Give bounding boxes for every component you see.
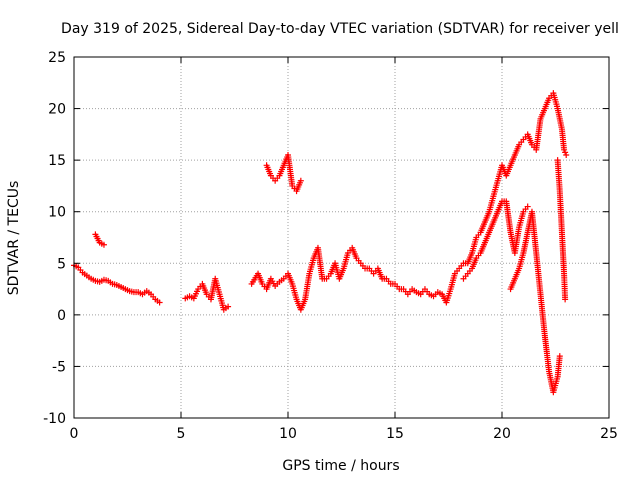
y-tick-label: 15 [48,153,66,169]
x-tick-label: 10 [279,426,297,442]
y-tick-label: 0 [57,308,66,324]
axis-ticks [73,56,610,419]
data-point [563,151,570,158]
data-point [524,203,531,210]
y-tick-label: 10 [48,205,66,221]
data-point [100,241,107,248]
data-point [297,177,304,184]
x-tick-label: 5 [177,426,186,442]
y-tick-label: 20 [48,102,66,118]
x-axis-label: GPS time / hours [282,458,399,474]
y-axis-label: SDTVAR / TECUs [6,181,22,296]
plot-frame [73,56,610,419]
y-tick-label: 25 [48,50,66,66]
chart-title: Day 319 of 2025, Sidereal Day-to-day VTE… [61,21,619,37]
data-point [156,299,163,306]
y-tick-labels: -10 -5 0 5 10 15 20 25 [43,50,66,427]
data-point [556,353,563,360]
y-tick-label: -10 [43,411,66,427]
y-tick-label: 5 [57,256,66,272]
y-tick-label: -5 [52,359,66,375]
x-tick-label: 15 [386,426,404,442]
data-point [225,303,232,310]
x-tick-label: 25 [600,426,618,442]
x-tick-labels: 0 5 10 15 20 25 [70,426,618,442]
x-tick-label: 20 [493,426,511,442]
data-point [562,296,569,303]
x-tick-label: 0 [70,426,79,442]
data-points [71,90,570,396]
grid-lines [74,57,609,418]
